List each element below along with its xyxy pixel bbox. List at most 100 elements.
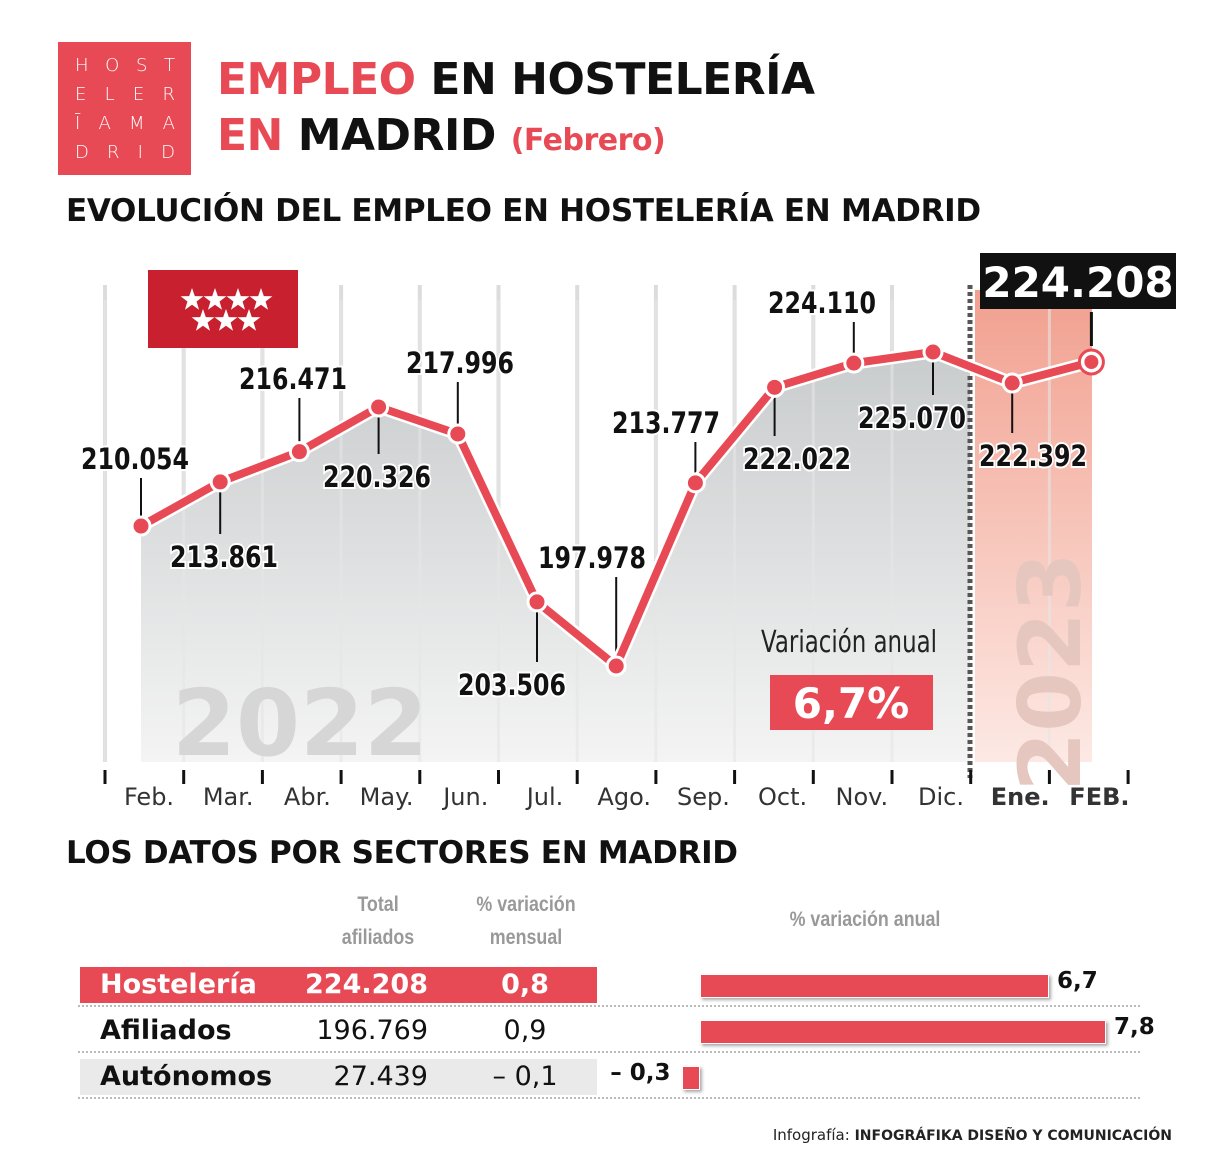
header-mensual-line2: mensual <box>489 926 563 949</box>
table-section-title: LOS DATOS POR SECTORES EN MADRID <box>66 835 738 871</box>
logo-letter: R <box>107 142 120 163</box>
x-tick-label: Dic. <box>918 783 964 811</box>
x-tick-label: Mar. <box>203 783 254 811</box>
logo-letter: E <box>75 84 87 105</box>
logo-letter: M <box>128 113 145 134</box>
data-label: 222.022 <box>743 442 851 476</box>
annual-variation-box <box>770 675 933 730</box>
data-label: 210.054 <box>81 442 189 476</box>
star-icon <box>203 288 227 310</box>
row-divider <box>78 1005 1140 1007</box>
annual-variation-value: 6,7% <box>793 679 909 728</box>
chart-section-title: EVOLUCIÓN DEL EMPLEO EN HOSTELERÍA EN MA… <box>66 193 981 229</box>
data-label: 216.471 <box>239 362 347 396</box>
x-tick-label: FEB. <box>1069 783 1129 811</box>
variacion-mensual: 0,8 <box>501 969 549 1000</box>
logo-letter: D <box>161 142 175 163</box>
header-total-line2: afiliados <box>341 926 415 949</box>
data-label: 213.777 <box>612 406 720 440</box>
sector-name: Hostelería <box>100 969 257 1000</box>
data-label: 224.208 <box>982 258 1173 307</box>
variacion-mensual: – 0,1 <box>492 1061 558 1092</box>
table-row: Afiliados 196.769 0,9 <box>80 1013 597 1049</box>
x-tick-label: Feb. <box>124 783 174 811</box>
title-red-2: EN <box>217 110 283 161</box>
data-point <box>526 591 548 613</box>
annual-variation-bar <box>682 1066 700 1090</box>
title-black-2: MADRID <box>297 110 497 161</box>
latest-value-box <box>980 253 1176 309</box>
star-icon <box>191 309 215 331</box>
data-point <box>447 423 469 445</box>
subtitle: (Febrero) <box>510 123 666 158</box>
logo-letter: I <box>137 142 143 163</box>
credit-prefix: Infografía: <box>772 1126 850 1144</box>
row-divider <box>78 1097 1140 1099</box>
logo-letter: Ī <box>75 113 81 134</box>
data-label: 224.110 <box>768 286 876 320</box>
data-point <box>684 472 706 494</box>
x-tick-label: Sep. <box>677 783 730 811</box>
x-tick-label: Ago. <box>597 783 651 811</box>
variacion-mensual: 0,9 <box>503 1015 547 1046</box>
logo-letter: T <box>163 55 175 76</box>
logo-letter: H <box>75 55 89 76</box>
credit: Infografía: INFOGRÁFIKA DISEÑO Y COMUNIC… <box>773 1126 1172 1144</box>
credit-name: INFOGRÁFIKA DISEÑO Y COMUNICACIÓN <box>854 1128 1172 1144</box>
data-point <box>922 341 944 363</box>
data-point <box>764 376 786 398</box>
employment-line-chart: 2022 2023 210.054 213.861 216.471 220.326 217.… <box>79 253 1176 811</box>
star-icon <box>226 288 250 310</box>
data-label: 197.978 <box>538 541 646 575</box>
annual-variation-label: 6,7 <box>1057 968 1098 994</box>
madrid-flag <box>148 270 298 348</box>
data-point <box>605 655 627 677</box>
data-label: 220.326 <box>323 460 431 494</box>
annual-variation-label: 7,8 <box>1114 1014 1155 1040</box>
x-tick-label: Oct. <box>758 783 807 811</box>
annual-variation-label: – 0,3 <box>610 1060 671 1086</box>
star-icon <box>180 288 204 310</box>
sector-name: Afiliados <box>100 1015 232 1046</box>
logo-letter: D <box>75 142 89 163</box>
data-point <box>288 441 310 463</box>
data-point <box>209 471 231 493</box>
main-title: EMPLEO EN HOSTELERÍA EN MADRID (Febrero) <box>217 52 815 169</box>
total-afiliados: 224.208 <box>305 969 428 1000</box>
table-row: Autónomos 27.439 – 0,1 <box>80 1059 597 1095</box>
annual-variation-label: Variación anual <box>761 625 937 660</box>
star-icon <box>214 309 238 331</box>
data-point <box>368 396 390 418</box>
data-label: 225.070 <box>858 401 966 435</box>
table-row: Hostelería 224.208 0,8 <box>80 967 597 1003</box>
row-divider <box>78 1051 1140 1053</box>
data-label: 203.506 <box>458 668 566 702</box>
logo-letter: R <box>162 84 175 105</box>
year-2022-watermark: 2022 <box>172 670 428 777</box>
year-2023-watermark: 2023 <box>1001 552 1101 791</box>
total-afiliados: 27.439 <box>333 1061 428 1092</box>
logo-letter: O <box>105 55 120 76</box>
total-afiliados: 196.769 <box>316 1015 428 1046</box>
logo-letter: A <box>98 113 111 134</box>
x-tick-label: Jul. <box>525 783 564 811</box>
sector-name: Autónomos <box>100 1061 273 1092</box>
header-total: Total afiliados <box>327 888 429 954</box>
header-anual: % variación anual <box>789 908 941 931</box>
area-2022 <box>141 352 970 762</box>
x-tick-label: Abr. <box>284 783 331 811</box>
header-mensual-line1: % variación <box>476 893 576 916</box>
x-tick-label: Jun. <box>441 783 488 811</box>
data-label: 217.996 <box>406 346 514 380</box>
logo-letter: L <box>104 84 115 105</box>
data-label: 213.861 <box>170 540 278 574</box>
annual-variation-bar <box>700 974 1050 998</box>
logo-letter: E <box>132 84 145 105</box>
data-point <box>1084 354 1099 369</box>
header-total-line1: Total <box>357 893 399 916</box>
